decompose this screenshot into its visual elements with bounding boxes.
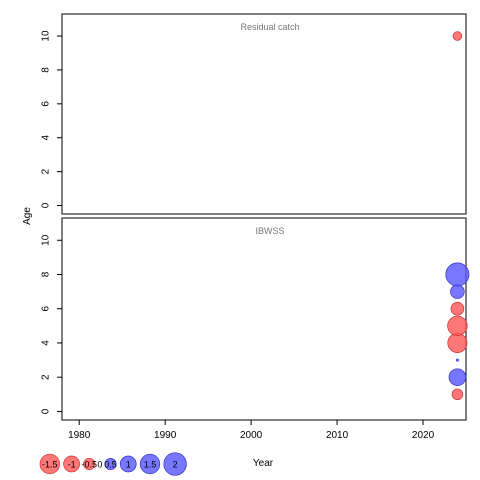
panel-1: Residual catch 0 2 4 6 8 10 — [41, 13, 467, 215]
bubble-age-7 — [450, 284, 465, 299]
y-tick-label: 8 — [41, 67, 52, 73]
legend-bubble — [39, 453, 60, 475]
panel-title: Residual catch — [240, 22, 299, 32]
bubble-age-4 — [447, 332, 468, 353]
x-axis-label: Year — [253, 458, 274, 469]
y-tick-label: 8 — [41, 271, 52, 277]
legend-label: 0 — [97, 460, 102, 470]
legend-label: 1 — [126, 460, 131, 470]
panel-frame — [61, 217, 467, 421]
y-tick-label: 2 — [41, 374, 52, 380]
legend-bubble — [139, 453, 161, 475]
legend: -1.5 -1 -0.5 0 0.5 1 1.5 2 — [39, 452, 187, 476]
x-tick-label: 2000 — [240, 430, 263, 441]
y-tick-label: 0 — [41, 202, 52, 208]
bubble-age-10 — [452, 31, 463, 41]
panels: Residual catch 0 2 4 6 8 10 IBWSS 0 2 4 6 8 10 — [41, 13, 470, 421]
bubble-age-6 — [450, 301, 465, 316]
y-tick-label: 6 — [41, 101, 52, 107]
legend-bubble — [83, 457, 96, 471]
panel-frame — [61, 13, 467, 215]
x-tick-label: 2010 — [326, 430, 349, 441]
bubble-age-1 — [451, 388, 464, 401]
legend-label: 2 — [173, 460, 178, 470]
y-tick-label: 10 — [41, 234, 52, 246]
bubble-age-2 — [448, 368, 467, 386]
legend-label: 1.5 — [144, 460, 157, 470]
y-tick-label: 0 — [41, 408, 52, 414]
bubble-age-8 — [445, 262, 470, 287]
panel-2: IBWSS 0 2 4 6 8 10 — [41, 217, 470, 421]
y-tick-label: 4 — [41, 135, 52, 141]
x-tick-label: 1980 — [68, 430, 91, 441]
x-axis: 1980 1990 2000 2010 2020 — [68, 420, 435, 441]
y-tick-label: 10 — [41, 30, 52, 42]
y-tick-label: 2 — [41, 168, 52, 174]
legend-label: -1 — [68, 460, 76, 470]
bubble-age-3 — [455, 358, 459, 362]
legend-label: -1.5 — [42, 460, 58, 470]
x-tick-label: 2020 — [412, 430, 435, 441]
y-tick-label: 4 — [41, 340, 52, 346]
y-axis-label: Age — [22, 207, 33, 225]
legend-label: -0.5 — [81, 460, 97, 470]
y-tick-label: 6 — [41, 306, 52, 312]
x-tick-label: 1990 — [154, 430, 177, 441]
legend-bubble — [63, 455, 80, 473]
legend-bubble — [119, 455, 137, 473]
legend-label: 0.5 — [104, 460, 117, 470]
legend-bubble — [104, 457, 117, 471]
panel-title: IBWSS — [255, 226, 284, 236]
bubble-age-5 — [447, 315, 468, 336]
legend-bubble — [163, 452, 187, 476]
